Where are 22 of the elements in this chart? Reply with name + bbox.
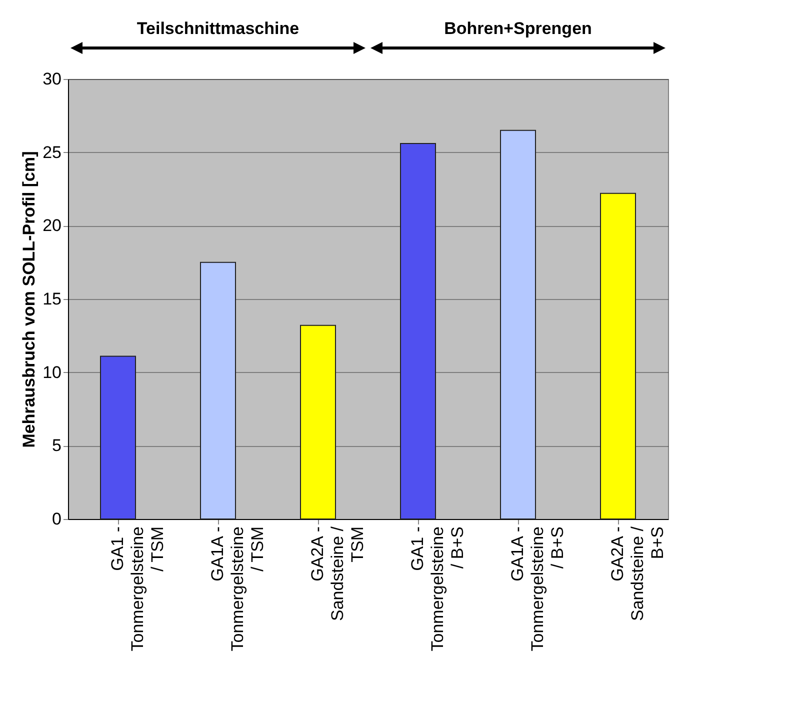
x-tick-label: GA1 - Tonmergelsteine / TSM — [108, 526, 167, 652]
bar — [300, 324, 336, 520]
bar — [200, 262, 236, 520]
text: Teilschnittmaschine — [136, 19, 300, 38]
y-tick-label: 10 — [42, 362, 62, 382]
bar — [100, 356, 136, 520]
y-tick-label: 25 — [42, 142, 62, 162]
x-tick-label: GA2A - Sandsteine / B+S — [608, 526, 667, 622]
text: Bohren+Sprengen — [444, 19, 592, 38]
bar — [400, 143, 436, 520]
x-tick-label: GA1A - Tonmergelsteine / B+S — [508, 526, 567, 652]
y-axis-title: Mehrausbruch vom SOLL-Profil [cm] — [20, 151, 39, 448]
x-tick-label: GA2A - Sandsteine / TSM — [308, 526, 367, 622]
y-tick-label: 30 — [42, 70, 62, 88]
x-tick-label: GA1 - Tonmergelsteine / B+S — [408, 526, 467, 652]
y-tick-label: 20 — [42, 216, 62, 236]
x-tick-label: GA1A - Tonmergelsteine / TSM — [208, 526, 267, 652]
y-tick-label: 0 — [52, 510, 62, 528]
bar — [600, 192, 636, 520]
y-tick-label: 15 — [42, 290, 62, 308]
y-tick-label: 5 — [52, 436, 62, 456]
bar — [500, 130, 536, 520]
